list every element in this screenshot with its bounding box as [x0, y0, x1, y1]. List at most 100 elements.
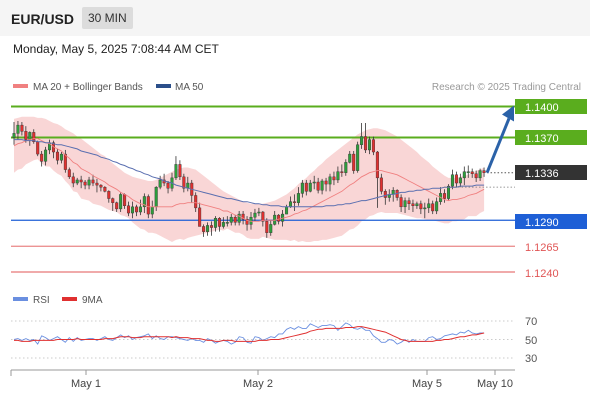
candle — [178, 160, 182, 180]
candle-body — [146, 196, 150, 215]
candle-body — [454, 174, 458, 184]
candle-body — [55, 151, 59, 161]
candle-body — [138, 206, 142, 213]
candle — [383, 189, 387, 205]
candle-body — [403, 200, 407, 208]
level-tag-1-1290: 1.1290 — [525, 217, 559, 229]
candle — [166, 180, 170, 194]
timeframe-badge[interactable]: 30 MIN — [82, 7, 133, 29]
candle-body — [67, 169, 71, 178]
main-plot — [11, 105, 515, 273]
candle — [16, 120, 20, 140]
candle — [304, 179, 308, 196]
candle — [119, 192, 123, 213]
candle — [253, 208, 257, 222]
candle-body — [63, 153, 67, 170]
candle-body — [289, 201, 293, 208]
candle — [245, 216, 249, 231]
forecast-arrow-shaft — [485, 117, 511, 174]
candle — [233, 215, 237, 226]
candle-body — [320, 180, 324, 191]
candle-body — [229, 216, 233, 223]
x-label-may5: May 5 — [412, 378, 442, 390]
candle — [352, 150, 356, 174]
candle-body — [59, 153, 63, 161]
candle-body — [127, 205, 131, 214]
candle — [103, 186, 107, 193]
candle — [360, 123, 364, 149]
candle-body — [87, 179, 91, 186]
candle — [407, 197, 411, 210]
candle — [99, 184, 103, 192]
candle — [478, 168, 482, 181]
candle — [419, 200, 423, 215]
candle — [470, 168, 474, 178]
candle-body — [20, 124, 24, 132]
candle — [75, 177, 79, 186]
candle — [158, 175, 162, 190]
candle-body — [130, 206, 134, 214]
credit-text: Research © 2025 Trading Central — [432, 82, 581, 93]
candle-body — [237, 213, 241, 223]
candle — [229, 214, 233, 226]
candle — [202, 224, 206, 237]
candle-body — [324, 180, 328, 185]
candle — [134, 204, 138, 217]
candle-body — [245, 219, 249, 225]
candle — [320, 178, 324, 195]
level-tag-1-1240: 1.1240 — [525, 268, 559, 280]
candle — [44, 146, 48, 166]
candle-body — [111, 198, 115, 203]
candle-body — [213, 218, 217, 228]
candle-body — [202, 226, 206, 232]
candle-body — [332, 176, 336, 181]
candle-body — [103, 186, 107, 192]
candle — [348, 150, 352, 164]
candle-body — [328, 176, 332, 185]
candle — [415, 201, 419, 209]
candle-body — [466, 171, 470, 173]
rsi-tick-50: 50 — [525, 335, 537, 347]
candle-body — [28, 132, 32, 140]
candle — [379, 173, 383, 195]
candle-body — [312, 181, 316, 184]
candle-body — [470, 171, 474, 174]
candle — [316, 177, 320, 194]
candle — [269, 220, 273, 236]
candle-body — [277, 214, 281, 222]
ma50-legend-label: MA 50 — [175, 82, 204, 93]
candle-body — [182, 176, 186, 189]
candle — [83, 179, 87, 190]
candle — [458, 173, 462, 188]
timestamp: Monday, May 5, 2025 7:08:44 AM CET — [13, 42, 219, 56]
candle — [59, 152, 63, 164]
candle-body — [340, 171, 344, 173]
candle — [447, 184, 451, 201]
candle — [55, 148, 59, 165]
candle-body — [462, 171, 466, 179]
candle-body — [458, 177, 462, 184]
level-tag-1-1336-bg — [515, 165, 587, 180]
candle — [431, 200, 435, 215]
candle — [474, 170, 478, 183]
candle-body — [134, 206, 138, 213]
ma50-legend-swatch — [156, 84, 171, 88]
candle — [20, 122, 24, 136]
candle-body — [158, 179, 162, 188]
candle — [95, 178, 99, 193]
candle-body — [285, 206, 289, 215]
candle-body — [269, 224, 273, 233]
candle — [328, 173, 332, 192]
rsi-tick-30: 30 — [525, 353, 537, 365]
candle — [423, 202, 427, 219]
header-bar: EUR/USD 30 MIN — [0, 0, 590, 36]
candle — [107, 190, 111, 203]
candle-body — [411, 203, 415, 206]
candle — [375, 150, 379, 208]
candle-body — [12, 133, 16, 138]
candle — [237, 210, 241, 226]
candle-body — [91, 179, 95, 184]
candle-body — [186, 182, 190, 189]
forecast-arrow-head — [502, 105, 514, 122]
